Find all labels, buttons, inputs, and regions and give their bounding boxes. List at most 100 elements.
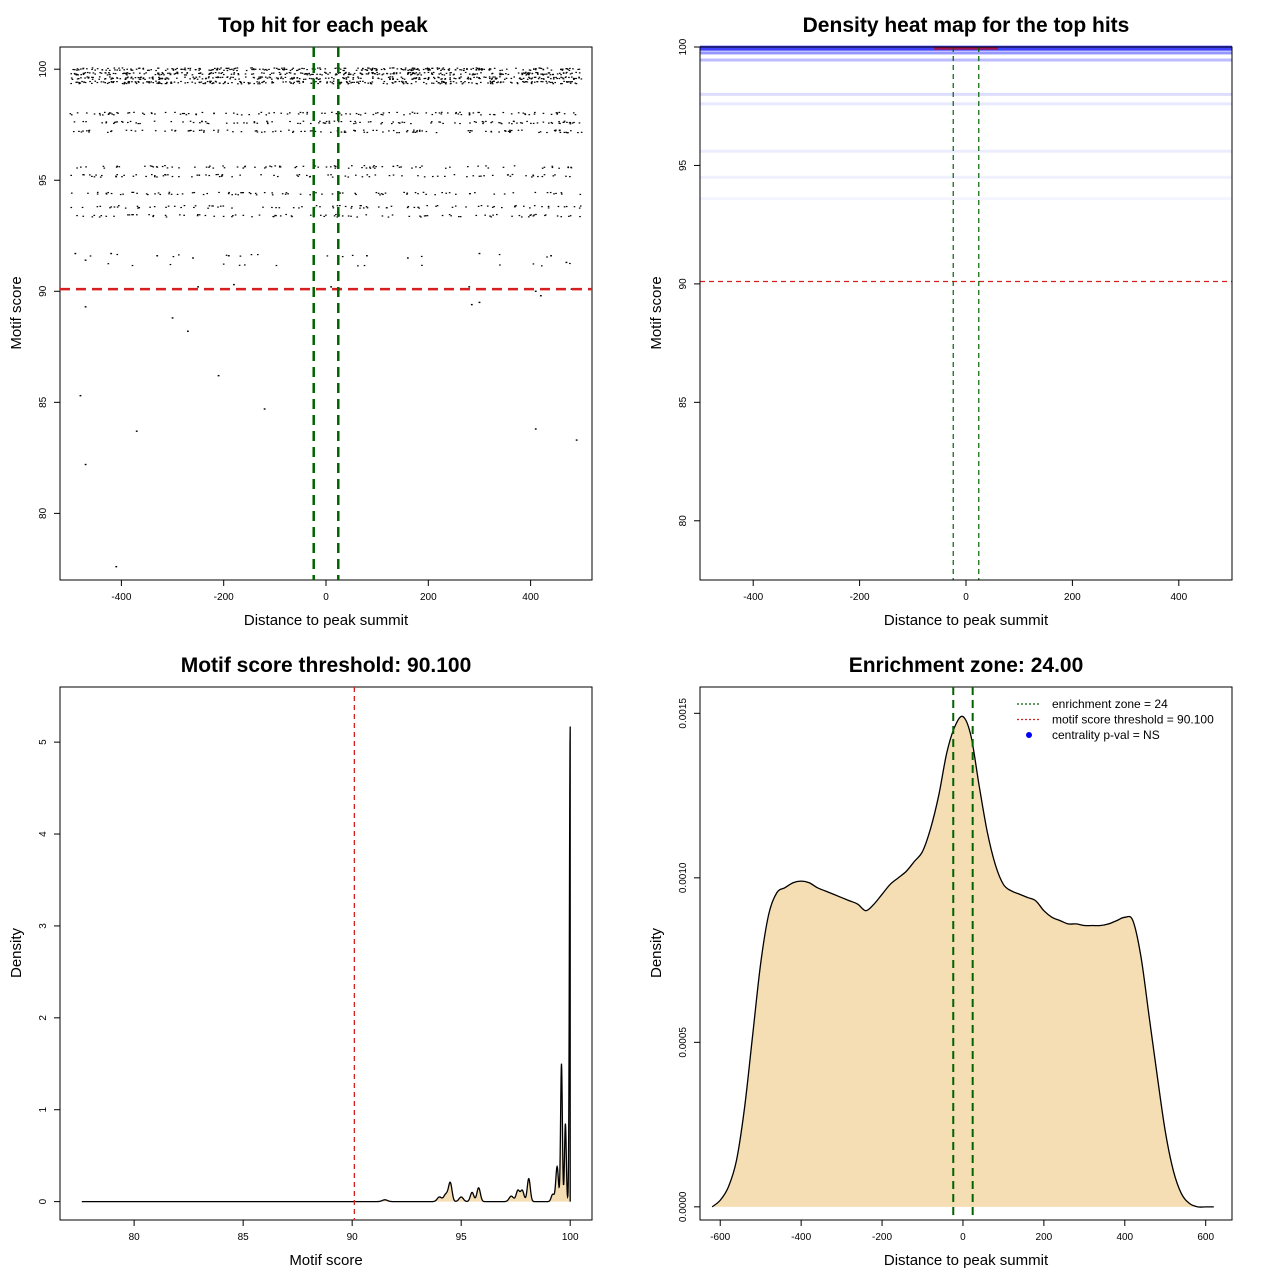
data-point (337, 121, 340, 123)
data-point (232, 215, 234, 217)
data-point (443, 81, 446, 83)
data-point (135, 68, 138, 70)
data-point (204, 83, 206, 85)
data-point (173, 205, 176, 207)
data-point (317, 78, 320, 81)
data-point (529, 207, 531, 209)
data-point (210, 80, 212, 82)
data-point (437, 76, 439, 78)
data-point (368, 67, 370, 69)
data-point (511, 215, 513, 217)
data-point (210, 69, 212, 71)
data-point (180, 68, 182, 70)
data-point (541, 81, 544, 83)
data-point (438, 112, 441, 114)
data-point (170, 82, 172, 84)
data-point (490, 78, 493, 80)
data-point (539, 131, 542, 133)
data-point (181, 193, 184, 195)
data-point (302, 120, 305, 122)
data-point (89, 174, 91, 176)
data-point (526, 81, 529, 83)
data-point (352, 77, 355, 79)
data-point (242, 192, 245, 194)
data-point (432, 82, 435, 84)
data-point (478, 67, 481, 69)
data-point (468, 82, 470, 84)
data-point (491, 206, 494, 208)
data-point (142, 68, 145, 70)
data-point (116, 77, 119, 79)
data-point (389, 67, 391, 69)
data-point (573, 77, 576, 80)
data-point (231, 216, 233, 218)
data-point (560, 76, 563, 78)
data-point (135, 430, 138, 432)
data-point (70, 82, 72, 85)
data-point (550, 121, 553, 124)
data-point (282, 81, 285, 83)
data-point (577, 131, 579, 134)
data-point (522, 77, 525, 80)
data-point (507, 73, 510, 76)
data-point (353, 72, 356, 75)
data-point (233, 72, 236, 74)
data-point (300, 130, 303, 133)
data-point (201, 73, 204, 75)
data-point (558, 129, 561, 131)
data-point (292, 130, 295, 132)
data-point (268, 112, 270, 114)
data-point (534, 428, 537, 430)
data-point (389, 78, 391, 81)
data-point (434, 112, 437, 114)
data-point (338, 112, 341, 114)
data-point (417, 68, 419, 70)
data-point (316, 78, 318, 80)
data-point (211, 69, 213, 71)
data-point (478, 111, 480, 114)
data-point (565, 261, 568, 264)
data-point (416, 74, 419, 76)
data-point (578, 207, 581, 209)
data-point (196, 215, 199, 217)
data-point (447, 69, 450, 71)
data-point (510, 81, 512, 83)
data-point (392, 165, 395, 167)
data-point (335, 73, 337, 75)
data-point (518, 77, 521, 80)
data-point (371, 68, 374, 70)
heat-band (700, 175, 1232, 179)
data-point (254, 130, 257, 132)
data-point (411, 111, 414, 113)
data-point (349, 73, 352, 75)
data-point (544, 214, 547, 216)
data-point (141, 129, 144, 131)
data-point (172, 69, 175, 71)
data-point (324, 122, 327, 124)
data-point (102, 165, 105, 167)
data-point (469, 77, 472, 80)
data-point (406, 131, 408, 133)
data-point (526, 72, 529, 74)
data-point (74, 73, 76, 75)
data-point (514, 205, 516, 207)
data-point (156, 255, 159, 257)
data-point (289, 112, 291, 114)
data-point (250, 67, 252, 69)
data-point (192, 130, 195, 132)
data-point (375, 68, 378, 70)
data-point (460, 73, 462, 75)
data-point (248, 83, 250, 85)
data-point (212, 205, 214, 207)
data-point (343, 130, 346, 132)
data-point (322, 122, 325, 124)
data-point (231, 207, 233, 209)
data-point (565, 71, 568, 74)
data-point (100, 215, 103, 217)
data-point (489, 82, 492, 85)
x-tick-label: 100 (562, 1232, 579, 1243)
data-point (223, 81, 226, 84)
data-point (240, 81, 242, 83)
x-tick-label: 400 (522, 592, 539, 603)
data-point (219, 205, 222, 207)
